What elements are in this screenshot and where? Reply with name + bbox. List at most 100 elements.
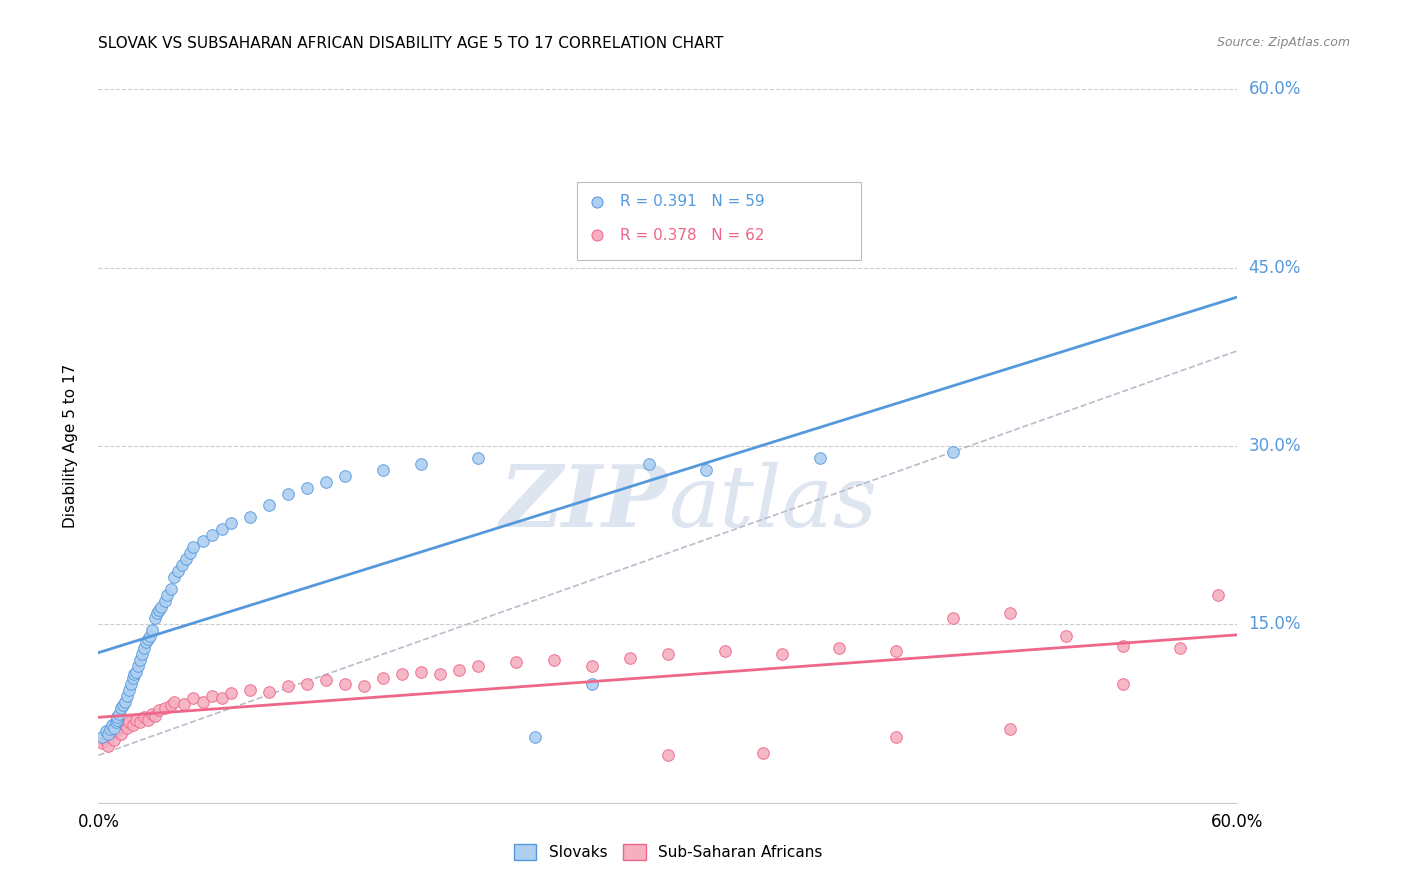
Point (118, 682, 141, 697)
Point (429, 667, 451, 681)
Text: SLOVAK VS SUBSAHARAN AFRICAN DISABILITY AGE 5 TO 17 CORRELATION CHART: SLOVAK VS SUBSAHARAN AFRICAN DISABILITY … (98, 36, 724, 51)
Point (120, 677, 142, 691)
Point (467, 659, 489, 673)
Point (191, 695, 214, 709)
Point (297, 677, 319, 691)
Point (100, 718, 122, 732)
Point (391, 667, 413, 681)
Point (145, 611, 167, 625)
Point (124, 667, 146, 681)
Point (770, 647, 793, 661)
Point (153, 700, 176, 714)
Point (1170, 641, 1192, 656)
Point (104, 724, 127, 739)
Point (619, 650, 641, 665)
Point (136, 632, 159, 646)
Point (115, 689, 138, 703)
Point (107, 710, 129, 724)
Point (714, 643, 737, 657)
Point (145, 709, 167, 723)
Point (752, 746, 775, 760)
Point (1112, 677, 1135, 691)
Point (998, 722, 1021, 736)
Point (1112, 639, 1135, 653)
Point (1208, 588, 1230, 602)
Point (259, 499, 281, 513)
Text: Source: ZipAtlas.com: Source: ZipAtlas.com (1216, 36, 1350, 49)
Point (107, 722, 129, 736)
Point (353, 679, 375, 693)
Point (107, 713, 129, 727)
Point (201, 528, 224, 542)
Point (884, 643, 907, 657)
Point (828, 641, 851, 656)
Point (315, 475, 337, 489)
Point (153, 593, 176, 607)
Point (315, 673, 337, 688)
Point (121, 718, 143, 732)
Point (581, 659, 603, 673)
Point (657, 647, 679, 661)
Point (118, 714, 141, 729)
Point (581, 677, 603, 691)
Point (297, 481, 319, 495)
Text: ZIP: ZIP (501, 461, 668, 545)
Text: 15.0%: 15.0% (1249, 615, 1301, 633)
Point (98, 722, 121, 736)
Point (129, 653, 152, 667)
Point (110, 700, 132, 714)
Point (411, 457, 433, 471)
Point (148, 703, 170, 717)
Point (467, 450, 489, 465)
Point (808, 450, 831, 465)
Point (167, 564, 190, 578)
Point (657, 748, 679, 763)
Text: R = 0.378   N = 62: R = 0.378 N = 62 (620, 228, 765, 243)
Point (103, 732, 125, 747)
Point (156, 588, 179, 602)
Point (141, 706, 163, 721)
Point (695, 463, 717, 477)
Point (371, 671, 394, 685)
Point (239, 510, 262, 524)
Point (163, 695, 186, 709)
Point (174, 552, 197, 566)
Point (114, 695, 136, 709)
Point (146, 606, 169, 620)
Point (125, 713, 148, 727)
Y-axis label: Disability Age 5 to 17: Disability Age 5 to 17 (63, 364, 77, 528)
Point (449, 663, 471, 677)
Point (135, 635, 157, 649)
Point (98, 731, 121, 745)
Text: 60.0%: 60.0% (1249, 80, 1301, 98)
Point (239, 682, 262, 697)
Point (97, 739, 120, 753)
Point (159, 582, 181, 596)
Point (159, 698, 181, 713)
Point (277, 679, 299, 693)
Point (371, 463, 394, 477)
Point (132, 641, 155, 656)
Point (543, 653, 565, 667)
Point (170, 558, 193, 572)
Point (150, 599, 173, 614)
Point (136, 713, 159, 727)
Point (211, 691, 233, 706)
Point (115, 721, 138, 735)
Point (100, 727, 122, 741)
Text: 45.0%: 45.0% (1249, 259, 1301, 277)
Point (638, 457, 661, 471)
Point (121, 671, 143, 685)
Point (94, 734, 117, 748)
Point (148, 603, 170, 617)
Point (132, 710, 155, 724)
Point (110, 727, 132, 741)
Point (211, 522, 233, 536)
Point (221, 686, 243, 700)
Point (129, 714, 152, 729)
Point (91, 731, 114, 745)
Text: 30.0%: 30.0% (1249, 437, 1301, 455)
Point (277, 486, 299, 500)
Point (1056, 629, 1078, 643)
Point (179, 546, 201, 560)
